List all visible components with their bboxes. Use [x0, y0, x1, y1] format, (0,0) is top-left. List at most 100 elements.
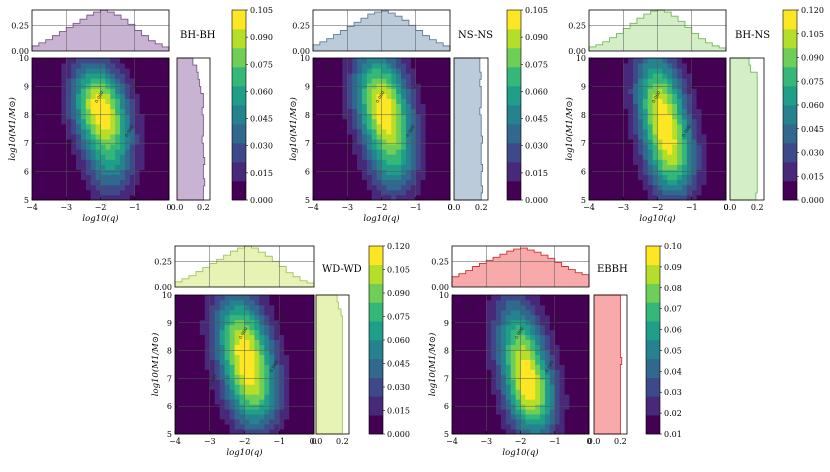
heatmap-cell	[593, 78, 600, 84]
heatmap-cell	[313, 159, 319, 165]
heatmap-cell	[209, 339, 216, 346]
top-hist-bar	[333, 34, 341, 51]
heatmap-cell	[51, 93, 57, 99]
side-hist-bar	[730, 93, 758, 101]
heatmap-cell	[510, 374, 516, 380]
heatmap-cell	[456, 424, 463, 430]
heatmap-cell	[696, 98, 702, 105]
heatmap-cell	[396, 118, 402, 125]
heatmap-cell	[549, 384, 556, 390]
heatmap-cell	[357, 108, 363, 115]
heatmap-cell	[476, 349, 482, 355]
heatmap-cell	[41, 174, 48, 181]
heatmap-cell	[593, 108, 600, 115]
heatmap-cell	[164, 73, 170, 79]
heatmap-cell	[657, 134, 663, 140]
heatmap-cell	[613, 179, 619, 186]
heatmap-cell	[535, 329, 541, 336]
heatmap-cell	[491, 334, 497, 341]
heatmap-cell	[229, 424, 235, 430]
heatmap-cell	[184, 324, 191, 331]
heatmap-cell	[647, 113, 653, 120]
heatmap-cell	[608, 194, 614, 201]
heatmap-cell	[85, 149, 92, 155]
heatmap-cell	[90, 73, 96, 79]
heatmap-cell	[76, 189, 82, 196]
heatmap-cell	[189, 354, 196, 360]
top-hist-tick-label: 0.00	[11, 47, 29, 56]
heatmap-cell	[706, 169, 712, 176]
heatmap-cell	[564, 334, 570, 341]
side-hist-bar	[316, 295, 338, 303]
heatmap-cell	[525, 404, 531, 410]
heatmap-cell	[500, 339, 507, 346]
heatmap-cell	[279, 339, 285, 346]
heatmap-cell	[95, 179, 101, 186]
heatmap-cell	[637, 154, 644, 160]
heatmap-cell	[481, 379, 487, 385]
heatmap-cell	[264, 295, 270, 301]
heatmap-cell	[32, 78, 38, 84]
heatmap-cell	[234, 384, 240, 390]
heatmap-cell	[642, 169, 649, 176]
side-hist-bar	[454, 86, 482, 94]
heatmap-cell	[574, 369, 580, 375]
heatmap-cell	[579, 344, 585, 350]
heatmap-cell	[124, 103, 131, 110]
heatmap-cell	[667, 174, 673, 181]
heatmap-cell	[520, 359, 526, 365]
heatmap-cell	[608, 154, 614, 160]
heatmap-cell	[589, 88, 595, 94]
heatmap-cell	[505, 295, 512, 301]
heatmap-cell	[371, 184, 377, 191]
heatmap-cell	[677, 78, 683, 84]
heatmap-cell	[564, 354, 570, 360]
heatmap-cell	[80, 58, 87, 64]
heatmap-cell	[376, 139, 382, 145]
heatmap-cell	[598, 108, 605, 115]
heatmap-cell	[80, 184, 87, 191]
heatmap-cell	[90, 103, 96, 110]
heatmap-cell	[486, 319, 492, 326]
heatmap-cell	[154, 184, 160, 191]
heatmap-cell	[322, 184, 329, 191]
heatmap-cell	[574, 419, 580, 425]
heatmap-cell	[686, 113, 693, 120]
heatmap-cell	[41, 98, 48, 105]
heatmap-cell	[544, 299, 551, 306]
heatmap-cell	[691, 194, 698, 201]
heatmap-cell	[184, 369, 191, 375]
heatmap-cell	[486, 384, 492, 390]
heatmap-cell	[259, 299, 265, 306]
heatmap-cell	[559, 419, 565, 425]
heatmap-cell	[120, 73, 126, 79]
heatmap-cell	[476, 359, 482, 365]
heatmap-cell	[90, 93, 96, 99]
heatmap-cell	[466, 409, 472, 415]
heatmap-cell	[603, 174, 609, 181]
heatmap-cell	[134, 83, 141, 89]
heatmap-cell	[175, 359, 181, 365]
heatmap-cell	[608, 93, 614, 99]
heatmap-cell	[175, 339, 181, 346]
heatmap-cell	[352, 174, 358, 181]
heatmap-cell	[535, 409, 541, 415]
heatmap-cell	[500, 314, 507, 321]
heatmap-cell	[716, 169, 722, 176]
heatmap-cell	[500, 364, 507, 370]
heatmap-cell	[505, 369, 512, 375]
top-hist-bar	[195, 271, 204, 287]
heatmap-cell	[199, 314, 206, 321]
heatmap-cell	[189, 359, 196, 365]
heatmap-cell	[476, 414, 482, 420]
heatmap-cell	[420, 88, 426, 94]
heatmap-cell	[564, 309, 570, 316]
heatmap-cell	[149, 144, 155, 150]
heatmap-cell	[129, 179, 136, 186]
heatmap-cell	[254, 384, 260, 390]
heatmap-cell	[289, 429, 295, 435]
heatmap-cell	[603, 123, 609, 130]
heatmap-cell	[51, 144, 57, 150]
heatmap-cell	[289, 424, 295, 430]
heatmap-cell	[569, 424, 575, 430]
